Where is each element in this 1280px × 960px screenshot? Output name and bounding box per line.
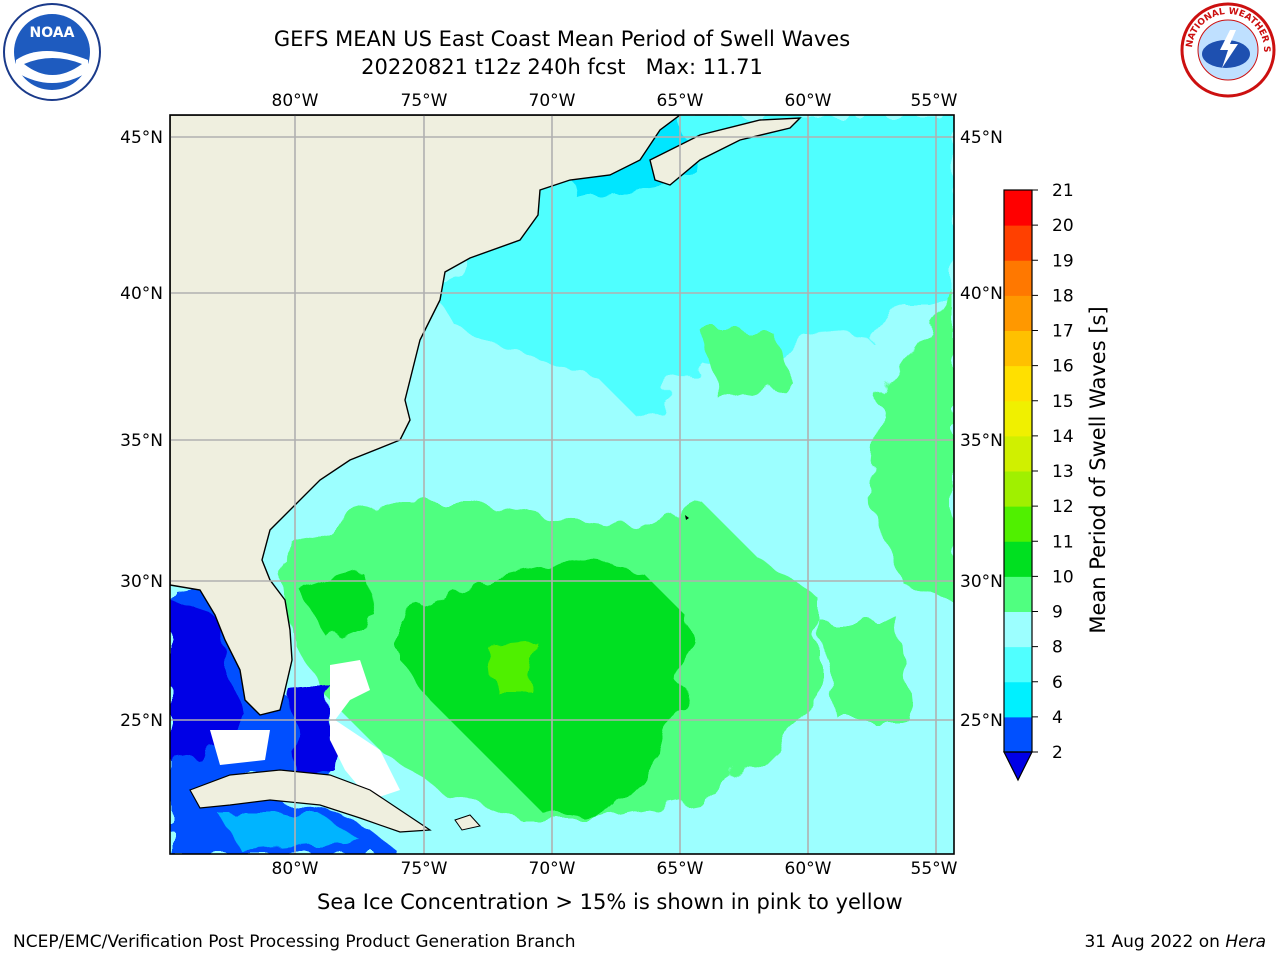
colorbar-tick-label: 15	[1052, 392, 1074, 412]
colorbar-tick-label: 20	[1052, 216, 1074, 236]
chart-subtitle: 20220821 t12z 240h fcst Max: 11.71	[361, 55, 763, 79]
colorbar: 2 4 6 8 9 10 11 12 13 14 15 16 17 18 19 20 21	[1003, 181, 1074, 782]
colorbar-segment	[1004, 365, 1032, 402]
colorbar-segment	[1004, 295, 1032, 331]
colorbar-segment	[1004, 435, 1032, 472]
lat-label-right-45n: 45°N	[960, 128, 1003, 148]
lon-label-top-75w: 75°W	[401, 91, 448, 111]
lon-label-bottom-55w: 55°W	[911, 859, 958, 879]
colorbar-segment	[1004, 330, 1032, 367]
lat-label-left-45n: 45°N	[120, 128, 163, 148]
colorbar-tick-label: 11	[1052, 532, 1074, 552]
colorbar-segment	[1004, 611, 1032, 648]
colorbar-tick-label: 12	[1052, 497, 1074, 517]
colorbar-segment	[1004, 681, 1032, 718]
colorbar-label: Mean Period of Swell Waves [s]	[1086, 306, 1110, 633]
lat-label-right-35n: 35°N	[960, 431, 1003, 451]
colorbar-tick-label: 2	[1052, 743, 1063, 763]
colorbar-segment	[1004, 506, 1032, 542]
lat-label-left-35n: 35°N	[120, 431, 163, 451]
lon-label-top-80w: 80°W	[272, 91, 319, 111]
swell-4-6-caribbean	[220, 815, 360, 850]
colorbar-segment	[1004, 225, 1032, 261]
colorbar-tick-label: 13	[1052, 462, 1074, 482]
colorbar-segment	[1004, 646, 1032, 683]
nova-scotia-land	[649, 117, 802, 186]
colorbar-tick-label: 18	[1052, 286, 1074, 306]
noaa-logo: NOAA	[2, 2, 102, 102]
chart-title: GEFS MEAN US East Coast Mean Period of S…	[273, 27, 851, 51]
lat-label-right-25n: 25°N	[960, 711, 1003, 731]
colorbar-tick-label: 4	[1052, 708, 1063, 728]
swell-6-8-north	[430, 115, 954, 420]
island-land	[454, 814, 481, 831]
graticule	[170, 115, 954, 854]
nws-logo: NATIONAL WEATHER SERVICE	[1175, 0, 1278, 102]
lat-label-left-30n: 30°N	[120, 572, 163, 592]
lat-label-left-25n: 25°N	[120, 711, 163, 731]
colorbar-tick-label: 16	[1052, 357, 1074, 377]
lon-label-bottom-75w: 75°W	[401, 859, 448, 879]
colorbar-segment	[1004, 576, 1032, 612]
colorbar-segment	[1004, 541, 1032, 577]
colorbar-tick-label: 17	[1052, 322, 1074, 342]
colorbar-tick-label: 10	[1052, 567, 1074, 587]
lon-label-bottom-65w: 65°W	[657, 859, 704, 879]
colorbar-tick-label: 9	[1052, 603, 1063, 623]
colorbar-segment	[1004, 716, 1032, 753]
colorbar-tick-label: 21	[1052, 181, 1074, 201]
map-panel	[170, 115, 954, 854]
lat-label-right-30n: 30°N	[960, 572, 1003, 592]
sea-ice-note: Sea Ice Concentration > 15% is shown in …	[317, 890, 903, 914]
colorbar-tick-label: 19	[1052, 251, 1074, 271]
lon-label-bottom-80w: 80°W	[272, 859, 319, 879]
swell-9-10-east	[870, 290, 954, 600]
colorbar-segment	[1004, 400, 1032, 437]
colorbar-segment	[1004, 190, 1032, 226]
colorbar-under-triangle	[1003, 751, 1033, 782]
lat-label-right-40n: 40°N	[960, 284, 1003, 304]
map-frame	[169, 114, 955, 855]
lon-label-bottom-70w: 70°W	[529, 859, 576, 879]
swell-10-11-core	[400, 560, 690, 820]
cuba-land	[189, 769, 432, 833]
colorbar-tick-label: 14	[1052, 427, 1074, 447]
bahamas-mask	[330, 660, 400, 800]
north-america-land	[170, 115, 682, 716]
colorbar-tick-label: 6	[1052, 673, 1063, 693]
footer-credit: NCEP/EMC/Verification Post Processing Pr…	[13, 932, 576, 952]
footer-date-text: 31 Aug 2022 on	[1084, 932, 1220, 952]
lon-label-top-55w: 55°W	[911, 91, 958, 111]
lon-label-top-60w: 60°W	[785, 91, 832, 111]
colorbar-segment	[1004, 260, 1032, 296]
swell-11-12-core	[490, 645, 540, 690]
footer-date: 31 Aug 2022 on Hera	[1084, 932, 1266, 952]
noaa-logo-text: NOAA	[30, 25, 75, 41]
lon-label-top-65w: 65°W	[657, 91, 704, 111]
colorbar-tick-label: 8	[1052, 638, 1063, 658]
colorbar-segment	[1004, 471, 1032, 507]
lat-label-left-40n: 40°N	[120, 284, 163, 304]
footer-host: Hera	[1225, 932, 1266, 952]
lon-label-bottom-60w: 60°W	[785, 859, 832, 879]
lon-label-top-70w: 70°W	[529, 91, 576, 111]
